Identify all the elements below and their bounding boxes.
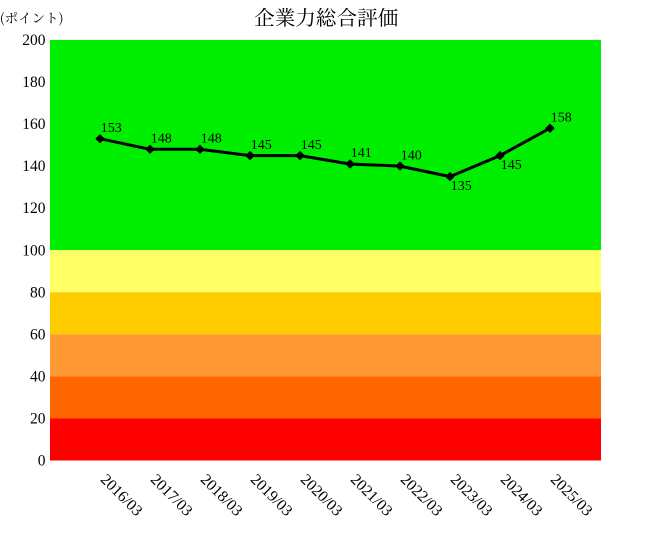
- svg-text:20: 20: [30, 411, 46, 428]
- svg-text:148: 148: [201, 132, 222, 147]
- svg-text:145: 145: [301, 138, 322, 153]
- svg-text:148: 148: [151, 132, 172, 147]
- svg-text:2023/03: 2023/03: [447, 471, 496, 520]
- svg-text:2016/03: 2016/03: [97, 471, 146, 520]
- svg-text:60: 60: [30, 326, 46, 343]
- svg-text:158: 158: [551, 110, 572, 125]
- svg-text:2020/03: 2020/03: [297, 471, 346, 520]
- svg-text:2025/03: 2025/03: [547, 471, 596, 520]
- svg-text:2019/03: 2019/03: [247, 471, 296, 520]
- svg-text:145: 145: [251, 138, 272, 153]
- svg-text:180: 180: [22, 74, 46, 91]
- svg-text:140: 140: [22, 158, 46, 175]
- svg-text:2017/03: 2017/03: [147, 471, 196, 520]
- svg-text:200: 200: [22, 32, 46, 49]
- svg-text:145: 145: [501, 158, 522, 173]
- svg-text:153: 153: [101, 121, 122, 136]
- svg-text:141: 141: [351, 146, 372, 161]
- svg-text:80: 80: [30, 284, 46, 301]
- svg-text:135: 135: [451, 179, 472, 194]
- svg-text:2024/03: 2024/03: [497, 471, 546, 520]
- svg-text:2021/03: 2021/03: [347, 471, 396, 520]
- svg-text:100: 100: [22, 242, 46, 259]
- svg-text:120: 120: [22, 200, 46, 217]
- svg-text:2018/03: 2018/03: [197, 471, 246, 520]
- svg-text:0: 0: [38, 453, 46, 470]
- svg-text:40: 40: [30, 369, 46, 386]
- svg-text:160: 160: [22, 116, 46, 133]
- svg-text:2022/03: 2022/03: [397, 471, 446, 520]
- svg-text:140: 140: [401, 148, 422, 163]
